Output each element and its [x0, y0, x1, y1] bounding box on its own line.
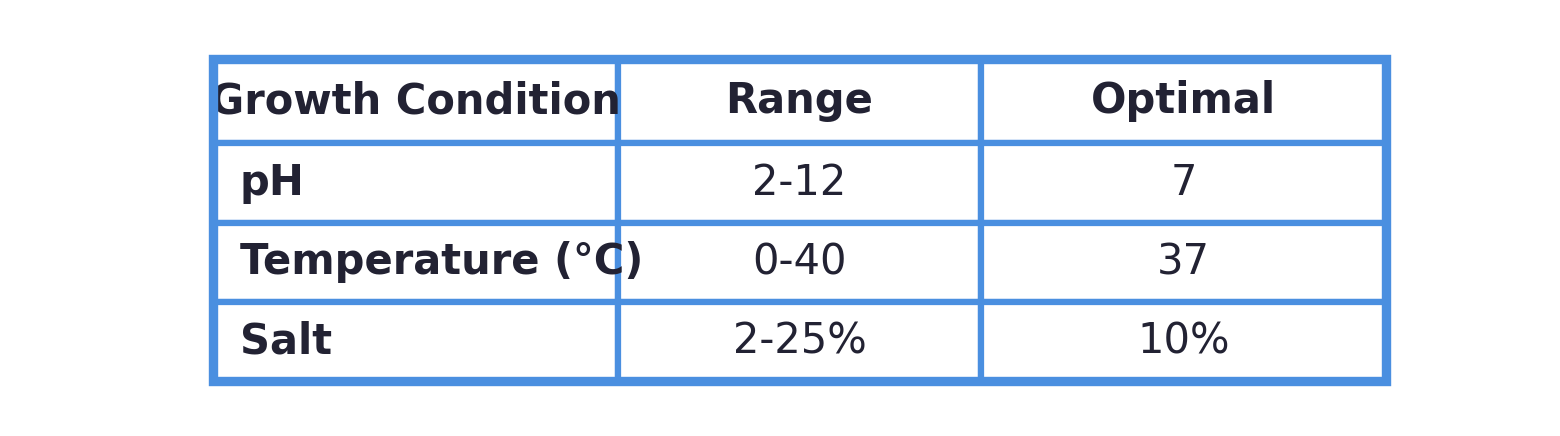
Text: Optimal: Optimal — [1090, 80, 1276, 122]
Text: 7: 7 — [1170, 162, 1197, 204]
Text: 37: 37 — [1158, 241, 1211, 283]
Bar — [981, 223, 1385, 302]
Text: pH: pH — [240, 162, 304, 204]
Bar — [981, 143, 1385, 223]
Bar — [618, 143, 981, 223]
Text: Salt: Salt — [240, 320, 332, 363]
Text: 0-40: 0-40 — [752, 241, 847, 283]
Bar — [618, 59, 981, 143]
Text: 10%: 10% — [1137, 320, 1229, 363]
Text: Growth Condition: Growth Condition — [211, 80, 621, 122]
Bar — [981, 302, 1385, 382]
Text: 2-12: 2-12 — [752, 162, 847, 204]
Bar — [981, 59, 1385, 143]
Text: Temperature (°C): Temperature (°C) — [240, 241, 643, 283]
Bar — [214, 59, 618, 143]
Bar — [214, 223, 618, 302]
Bar — [618, 223, 981, 302]
Text: 2-25%: 2-25% — [733, 320, 866, 363]
Text: Range: Range — [725, 80, 874, 122]
Bar — [214, 302, 618, 382]
Bar — [618, 302, 981, 382]
Bar — [214, 143, 618, 223]
